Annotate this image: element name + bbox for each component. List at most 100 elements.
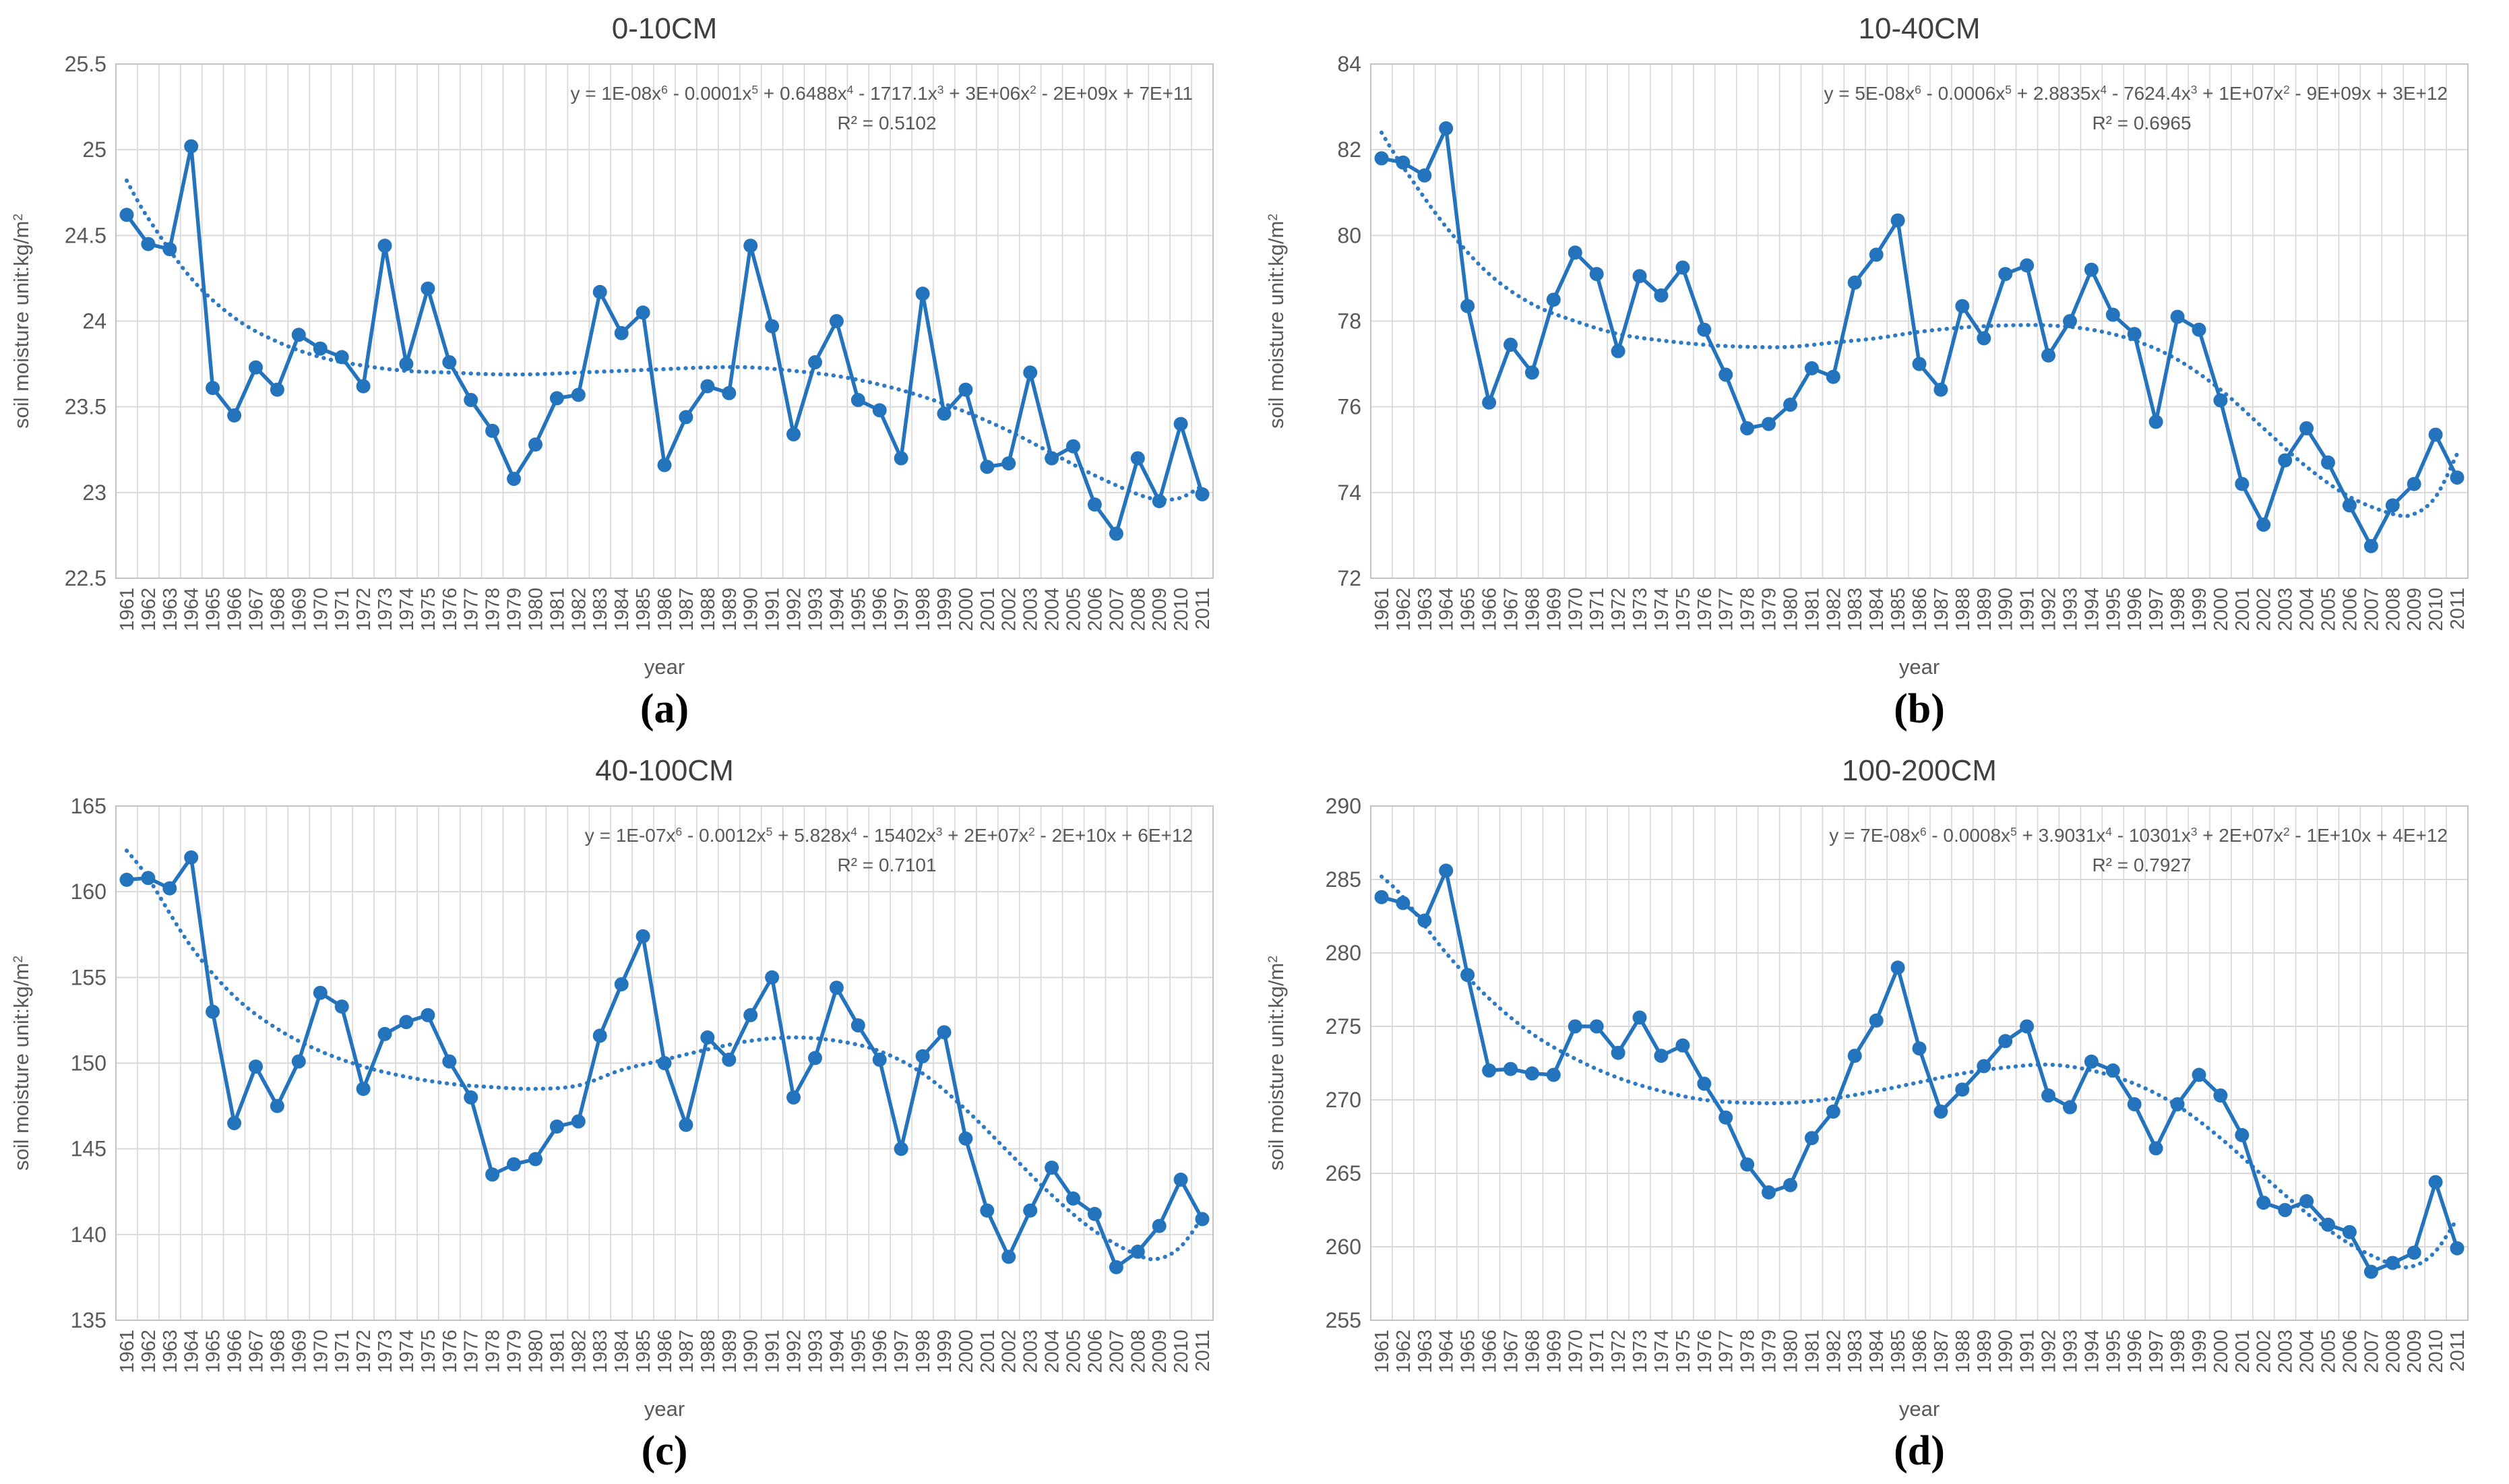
- data-point: [2299, 1194, 2314, 1208]
- data-point: [1195, 487, 1210, 501]
- x-tick-label: 2005: [1063, 588, 1085, 631]
- x-tick-label: 1997: [2146, 588, 2167, 631]
- x-tick-label: 1985: [1888, 588, 1909, 631]
- data-point: [1524, 365, 1539, 380]
- data-point: [2105, 307, 2120, 322]
- x-tick-label: 2000: [956, 1330, 977, 1373]
- data-point: [2127, 1097, 2142, 1111]
- data-point: [636, 305, 650, 320]
- data-point: [141, 237, 156, 251]
- x-tick-label: 1973: [375, 1330, 396, 1373]
- data-point: [1589, 1019, 1604, 1034]
- data-point: [1374, 151, 1389, 166]
- data-point: [2278, 1203, 2293, 1217]
- x-tick-label: 2011: [1192, 588, 1214, 629]
- data-point: [1718, 367, 1733, 382]
- data-point: [2363, 1264, 2378, 1279]
- x-tick-label: 1994: [2081, 588, 2103, 631]
- x-tick-label: 1992: [784, 1330, 805, 1373]
- x-tick-label: 1978: [1737, 1330, 1759, 1373]
- x-tick-label: 1977: [1716, 1330, 1737, 1373]
- x-tick-label: 1977: [1716, 588, 1737, 631]
- data-point: [679, 1117, 693, 1132]
- x-tick-label: 1984: [1866, 1330, 1888, 1373]
- y-tick-label: 76: [1337, 395, 1361, 419]
- x-tick-label: 2005: [2318, 588, 2340, 631]
- trend-equation: y = 1E-08x6 - 0.0001x5 + 0.6488x4 - 1717…: [571, 83, 1193, 104]
- plot-border: [1370, 63, 2469, 579]
- data-point: [1023, 365, 1038, 380]
- x-tick-label: 1964: [1436, 588, 1458, 631]
- y-tick-label: 165: [71, 794, 106, 818]
- data-point: [808, 355, 822, 369]
- x-tick-label: 1986: [654, 588, 676, 631]
- x-tick-label: 2009: [1149, 1330, 1171, 1373]
- data-point: [2428, 427, 2443, 442]
- data-point: [334, 350, 349, 365]
- x-axis-title: year: [644, 655, 685, 679]
- x-tick-label: 2004: [2297, 1330, 2318, 1373]
- x-tick-label: 1990: [741, 1330, 762, 1373]
- x-tick-label: 1987: [676, 588, 698, 631]
- data-point: [2342, 1225, 2357, 1239]
- x-tick-label: 1971: [1586, 1330, 1608, 1373]
- x-tick-label: 2010: [2425, 588, 2447, 631]
- x-tick-label: 1984: [611, 588, 633, 631]
- data-point: [2192, 1068, 2206, 1082]
- data-point: [1524, 1066, 1539, 1081]
- data-point: [2213, 1088, 2228, 1103]
- data-point: [1783, 1177, 1797, 1192]
- y-tick-label: 82: [1337, 137, 1361, 162]
- x-tick-label: 1998: [912, 588, 934, 631]
- r-squared: R² = 0.6965: [2092, 113, 2191, 133]
- x-tick-label: 1995: [2103, 588, 2124, 631]
- x-tick-label: 1983: [1845, 588, 1866, 631]
- series-markers: [119, 850, 1210, 1274]
- x-tick-label: 1991: [2017, 588, 2039, 631]
- x-tick-label: 1988: [698, 588, 719, 631]
- x-tick-label: 2010: [1171, 588, 1192, 631]
- x-tick-label: 1993: [2059, 1330, 2081, 1373]
- x-tick-label: 1997: [891, 1330, 912, 1373]
- y-tick-label: 23: [82, 481, 106, 505]
- x-tick-label: 1989: [1974, 1330, 1995, 1373]
- data-point: [2192, 322, 2206, 337]
- data-point: [1611, 344, 1625, 359]
- data-point: [1066, 439, 1080, 454]
- x-tick-label: 2001: [977, 588, 999, 631]
- data-point: [1912, 1041, 1927, 1056]
- x-tick-label: 2003: [2275, 588, 2297, 631]
- data-point: [1109, 526, 1123, 541]
- data-point: [829, 981, 844, 995]
- x-tick-label: 1989: [719, 588, 741, 631]
- chart-d: 255 260 265 270 275 280 285 290 100-200CM y = 7E-…: [1264, 754, 2469, 1474]
- data-point: [1109, 1260, 1123, 1274]
- x-tick-label: 1971: [332, 1330, 353, 1373]
- x-tick-label: 1994: [826, 588, 848, 631]
- data-point: [334, 999, 349, 1014]
- x-tick-label: 2011: [2447, 588, 2469, 629]
- x-tick-label: 1978: [483, 1330, 504, 1373]
- y-tick-label: 22.5: [65, 566, 106, 590]
- data-point: [1998, 267, 2013, 282]
- series-markers: [1374, 121, 2465, 553]
- x-tick-label: 2003: [1020, 588, 1042, 631]
- data-point: [313, 985, 328, 1000]
- x-tick-label: 1967: [1500, 1330, 1522, 1373]
- data-point: [1998, 1034, 2013, 1049]
- data-point: [2084, 262, 2099, 277]
- data-point: [1066, 1191, 1080, 1206]
- x-tick-label: 1965: [1458, 588, 1479, 631]
- x-tick-label: 1966: [224, 588, 246, 631]
- data-point: [829, 314, 844, 328]
- panel-caption: (d): [1894, 1428, 1945, 1474]
- x-tick-label: 1999: [2189, 1330, 2210, 1373]
- y-tick-label: 78: [1337, 309, 1361, 334]
- x-tick-label: 1968: [1522, 588, 1543, 631]
- data-point: [184, 139, 199, 154]
- x-tick-label: 1963: [1415, 1330, 1436, 1373]
- x-tick-label: 1995: [2103, 1330, 2124, 1373]
- data-point: [507, 472, 521, 486]
- y-axis-title: soil moisture unit:kg/m2: [9, 214, 33, 429]
- data-point: [743, 239, 758, 253]
